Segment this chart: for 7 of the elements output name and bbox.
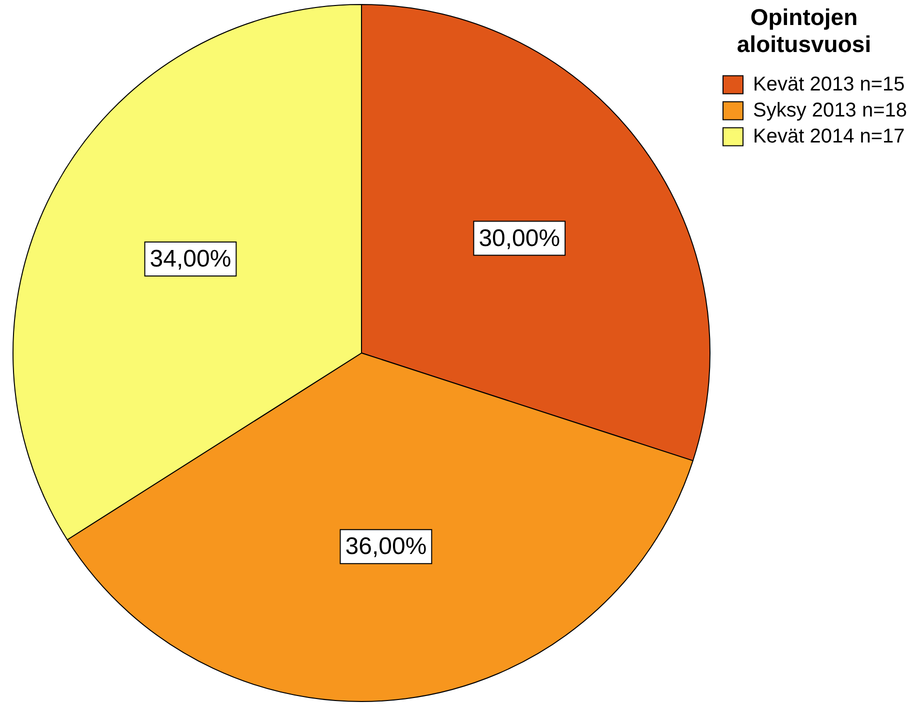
data-label: 36,00% [345,533,427,560]
data-label: 30,00% [478,224,560,252]
legend-label: Syksy 2013 n=18 [753,99,908,122]
legend-title: Opintojen aloitusvuosi [736,4,872,58]
legend-label: Kevät 2014 n=17 [753,125,905,148]
legend-label: Kevät 2013 n=15 [753,73,905,96]
data-label: 34,00% [150,246,232,273]
